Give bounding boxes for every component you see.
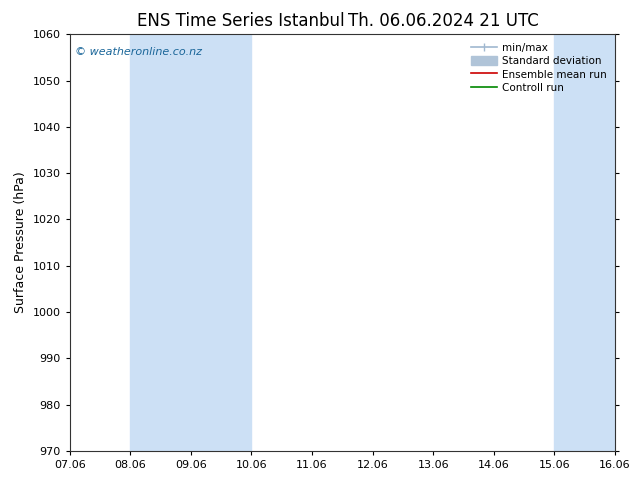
Bar (554, 34, 615, 451)
Text: © weatheronline.co.nz: © weatheronline.co.nz (75, 47, 202, 57)
Text: ENS Time Series Istanbul: ENS Time Series Istanbul (137, 12, 345, 30)
Legend: min/max, Standard deviation, Ensemble mean run, Controll run: min/max, Standard deviation, Ensemble me… (467, 40, 610, 96)
Y-axis label: Surface Pressure (hPa): Surface Pressure (hPa) (14, 172, 27, 314)
Bar (131, 34, 252, 451)
Text: Th. 06.06.2024 21 UTC: Th. 06.06.2024 21 UTC (349, 12, 539, 30)
